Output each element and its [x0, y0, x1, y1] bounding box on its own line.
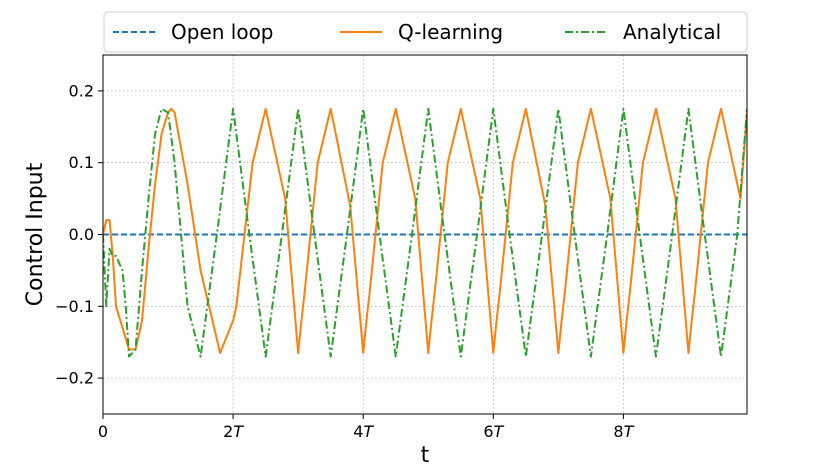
series-layer	[103, 107, 747, 358]
x-tick-label: 8T	[613, 422, 634, 441]
y-tick-label: 0.2	[69, 81, 94, 100]
legend-label: Open loop	[171, 20, 274, 44]
y-tick-label: −0.2	[55, 369, 94, 388]
y-axis: 0.2 0.1 0.0 −0.1 −0.2	[55, 81, 103, 388]
x-tick-label: 4T	[353, 422, 374, 441]
x-axis: 0 2T 4T 6T 8T	[98, 414, 635, 441]
x-axis-title: t	[421, 443, 430, 467]
y-axis-title: Control Input	[23, 162, 48, 306]
legend-label: Q-learning	[398, 20, 503, 44]
x-tick-label: 6T	[483, 422, 504, 441]
x-tick-label: 2T	[223, 422, 244, 441]
x-tick-label: 0	[98, 422, 108, 441]
series-line-q-learning	[103, 107, 747, 354]
legend: Open loop Q-learning Analytical	[103, 11, 748, 53]
grid	[102, 55, 747, 414]
series-line-analytical	[103, 107, 747, 358]
legend-label: Analytical	[623, 20, 721, 44]
legend-box	[103, 11, 748, 53]
y-tick-label: −0.1	[55, 297, 94, 316]
y-tick-label: 0.1	[69, 153, 94, 172]
y-tick-label: 0.0	[69, 225, 94, 244]
